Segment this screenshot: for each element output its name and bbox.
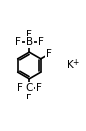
Text: K: K <box>67 61 74 70</box>
Text: C: C <box>26 83 33 93</box>
Text: F: F <box>38 37 44 47</box>
Text: +: + <box>72 58 79 67</box>
Text: F: F <box>15 37 21 47</box>
Text: B: B <box>26 37 33 47</box>
Text: F: F <box>26 91 32 101</box>
Text: F: F <box>36 83 42 93</box>
Text: F: F <box>17 83 23 93</box>
Text: F: F <box>26 29 32 40</box>
Text: F: F <box>46 49 52 59</box>
